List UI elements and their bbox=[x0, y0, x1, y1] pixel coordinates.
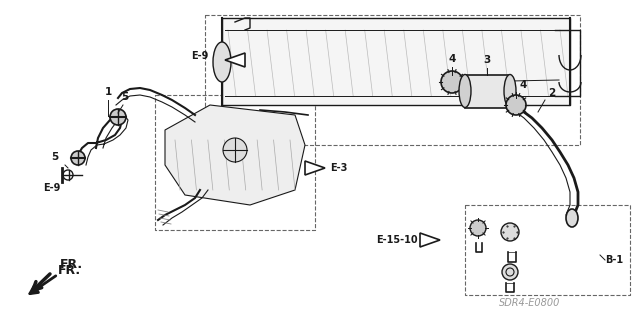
Circle shape bbox=[71, 151, 85, 165]
Text: 4: 4 bbox=[520, 80, 527, 90]
Circle shape bbox=[223, 138, 247, 162]
Text: B-1: B-1 bbox=[605, 255, 623, 265]
Ellipse shape bbox=[504, 75, 516, 108]
Polygon shape bbox=[222, 18, 570, 105]
Polygon shape bbox=[225, 53, 245, 67]
Ellipse shape bbox=[213, 42, 231, 82]
Text: FR.: FR. bbox=[58, 263, 81, 277]
Circle shape bbox=[110, 109, 126, 125]
Circle shape bbox=[502, 264, 518, 280]
Ellipse shape bbox=[459, 75, 471, 108]
Polygon shape bbox=[420, 233, 440, 247]
Polygon shape bbox=[305, 161, 325, 175]
Polygon shape bbox=[165, 105, 305, 205]
Circle shape bbox=[501, 223, 519, 241]
Text: 5: 5 bbox=[51, 152, 59, 162]
Text: E-9: E-9 bbox=[44, 183, 61, 193]
Polygon shape bbox=[465, 75, 510, 108]
Text: 3: 3 bbox=[483, 55, 491, 65]
Text: 1: 1 bbox=[104, 87, 111, 97]
Circle shape bbox=[470, 220, 486, 236]
Text: SDR4-E0800: SDR4-E0800 bbox=[499, 298, 561, 308]
Text: 4: 4 bbox=[448, 54, 456, 64]
Text: 5: 5 bbox=[122, 92, 129, 102]
Ellipse shape bbox=[566, 209, 578, 227]
Text: FR.: FR. bbox=[30, 258, 83, 294]
Text: E-9: E-9 bbox=[191, 51, 208, 61]
Text: 2: 2 bbox=[548, 88, 556, 98]
Text: E-15-10: E-15-10 bbox=[376, 235, 418, 245]
Circle shape bbox=[506, 95, 526, 115]
Text: E-3: E-3 bbox=[330, 163, 348, 173]
Circle shape bbox=[441, 71, 463, 93]
